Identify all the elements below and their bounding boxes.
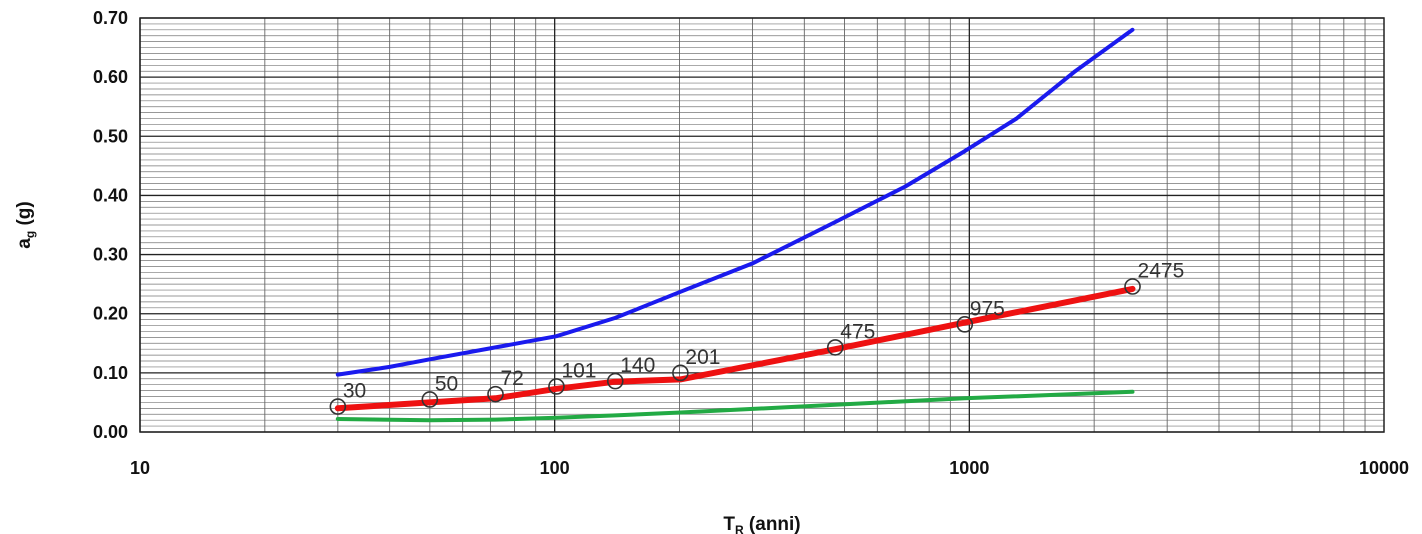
return-period-label: 140 <box>620 354 655 377</box>
return-period-marker <box>826 339 844 356</box>
x-tick-label: 10000 <box>1359 458 1409 478</box>
y-tick-label: 0.00 <box>93 422 128 442</box>
x-tick-label: 100 <box>540 458 570 478</box>
return-period-marker <box>421 391 439 408</box>
y-tick-label: 0.60 <box>93 67 128 87</box>
return-period-marker <box>956 316 974 333</box>
return-period-marker <box>672 364 689 382</box>
series-line-3 <box>335 389 1135 423</box>
x-axis-label: TR (anni) <box>723 514 800 534</box>
y-tick-label: 0.10 <box>93 363 128 383</box>
y-tick-label: 0.30 <box>93 245 128 265</box>
return-period-label: 975 <box>970 297 1005 320</box>
return-period-label: 2475 <box>1138 260 1185 283</box>
y-axis-label: ag (g) <box>14 201 37 248</box>
series-line-1 <box>335 27 1135 377</box>
plot-frame <box>139 17 1385 433</box>
x-tick-label: 10 <box>130 458 150 478</box>
y-tick-labels: 0.00 0.10 0.20 0.30 0.40 0.50 0.60 0.70 <box>93 8 128 442</box>
x-tick-label: 1000 <box>949 458 989 478</box>
y-tick-label: 0.20 <box>93 304 128 324</box>
return-period-marker <box>329 398 347 415</box>
series-layer <box>334 27 1136 423</box>
series-line-2 <box>334 285 1136 412</box>
return-period-marker <box>487 385 504 403</box>
points-layer: 30 50 72 101 140 201 475 975 2475 <box>329 260 1185 415</box>
y-tick-label: 0.40 <box>93 185 128 205</box>
return-period-marker <box>548 378 565 395</box>
return-period-label: 201 <box>685 346 720 369</box>
return-period-marker <box>1124 278 1141 295</box>
y-tick-label: 0.50 <box>93 126 128 146</box>
return-period-label: 475 <box>840 320 875 343</box>
x-tick-labels: 10 100 1000 10000 <box>130 458 1409 478</box>
return-period-marker <box>606 372 624 390</box>
grid-minor <box>140 18 1384 432</box>
return-period-label: 30 <box>343 380 366 403</box>
return-period-label: 72 <box>501 367 524 390</box>
y-tick-label: 0.70 <box>93 8 128 28</box>
return-period-label: 101 <box>561 359 596 382</box>
return-period-label: 50 <box>435 372 458 395</box>
